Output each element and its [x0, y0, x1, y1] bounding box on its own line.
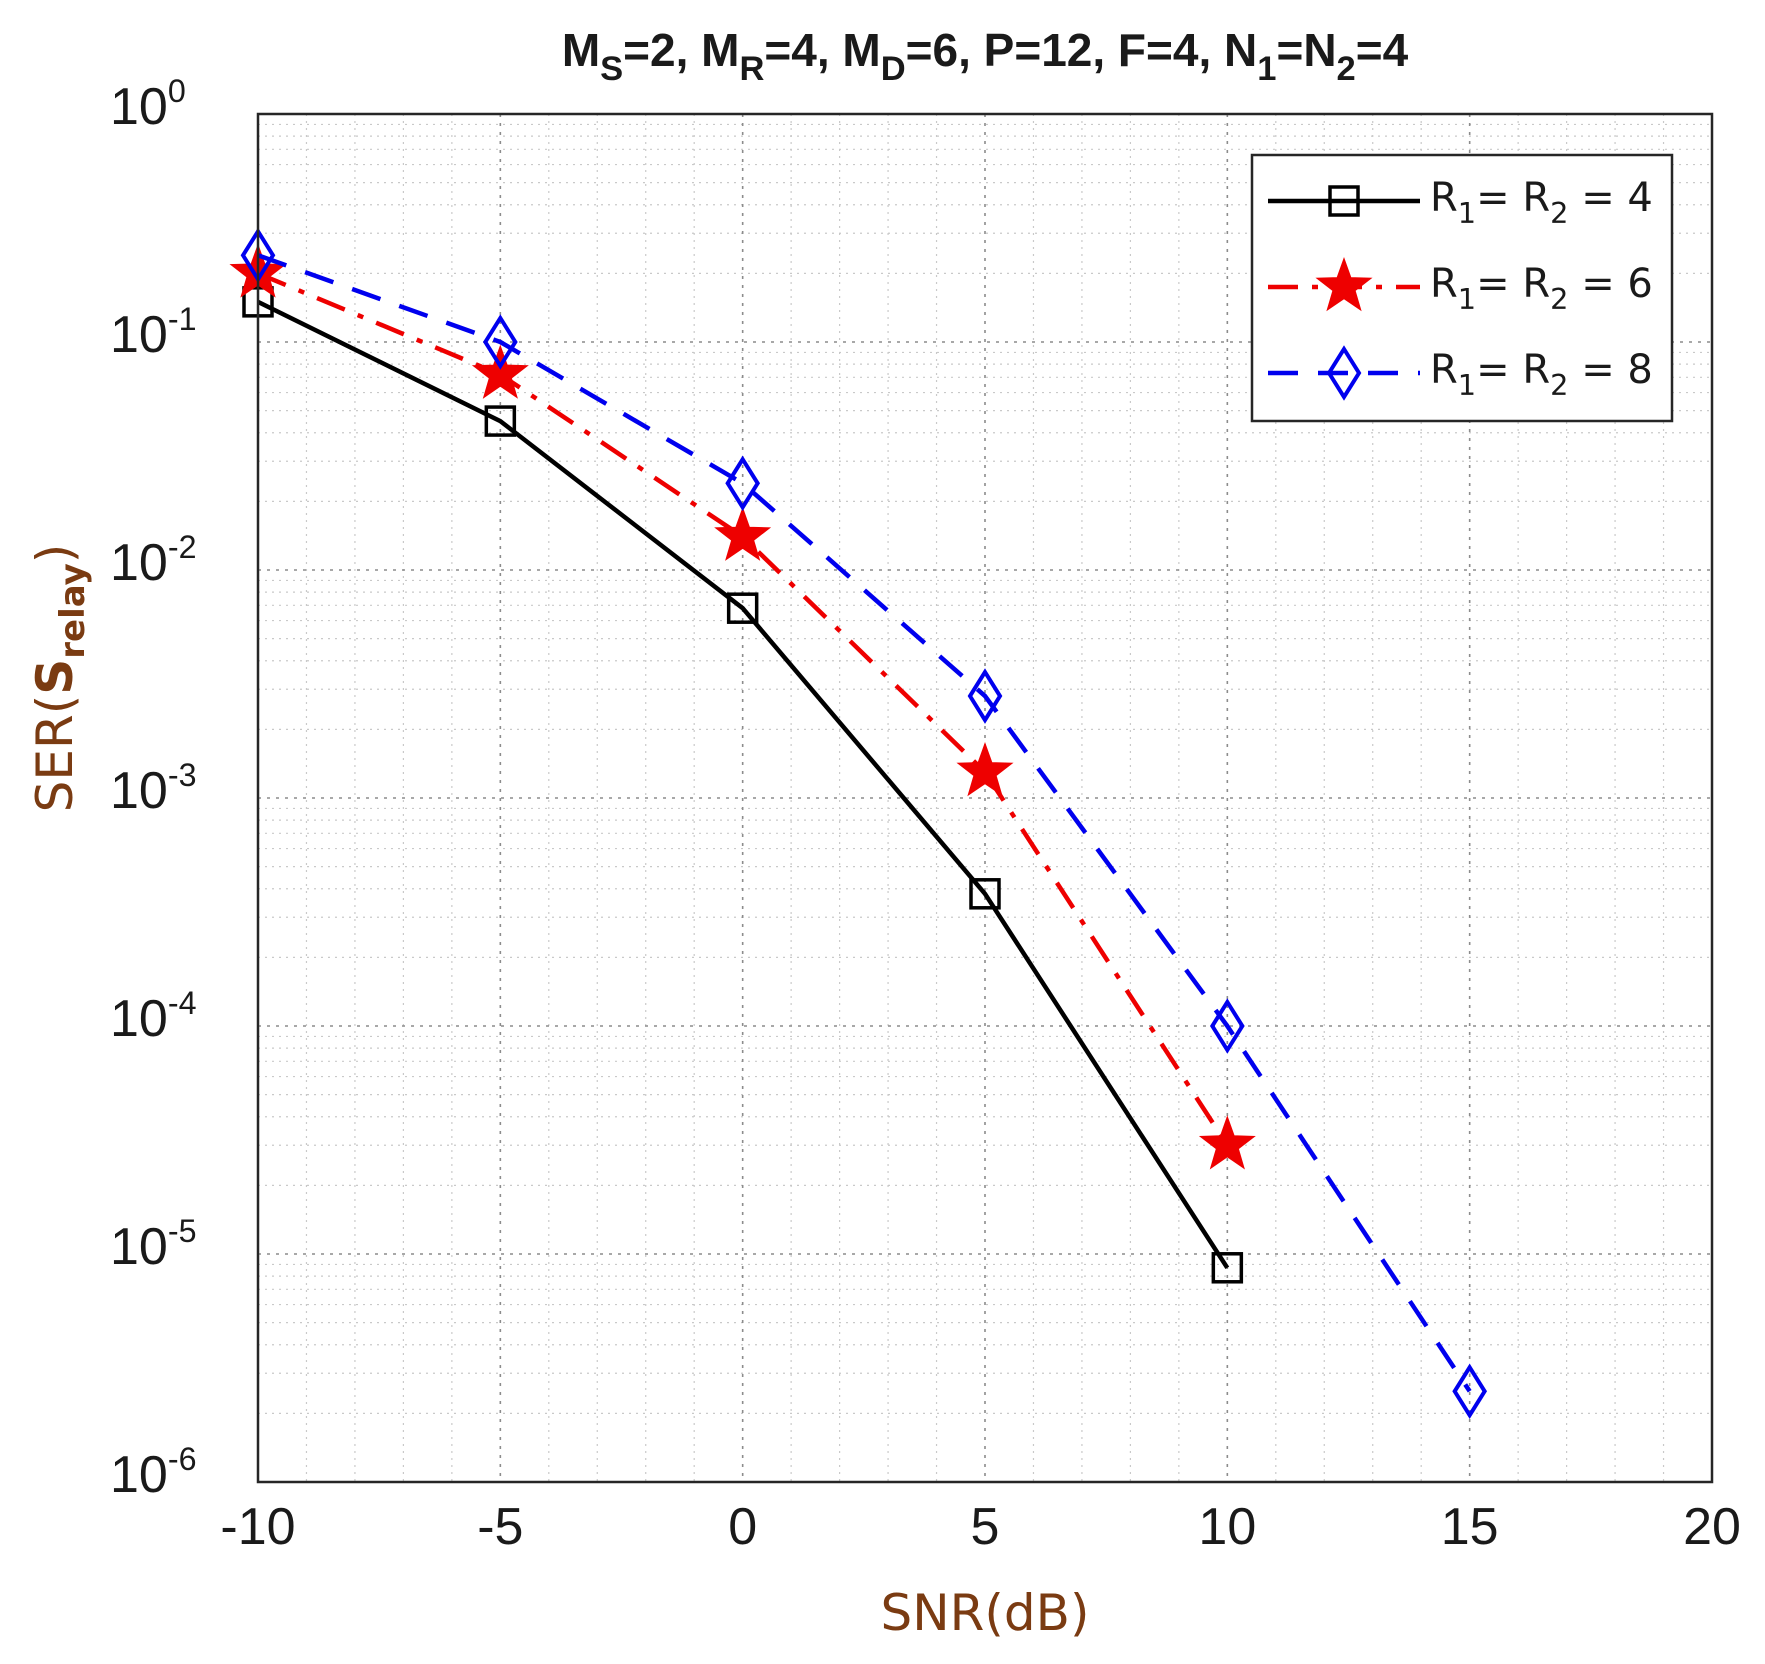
- y-axis-label: SER(Srelay): [26, 544, 93, 813]
- text-part: ): [26, 544, 84, 564]
- series-3-point-6: [1452, 1363, 1488, 1420]
- series-1-point-3: [726, 592, 759, 624]
- text-part: relay: [53, 563, 93, 659]
- series-3-point-5: [1209, 998, 1245, 1054]
- text-part: = R: [1476, 175, 1550, 221]
- legend-label: R1= R2 = 4: [1430, 175, 1653, 230]
- legend-marker-sample: [1315, 257, 1373, 312]
- x-tick-label: -10: [220, 1498, 295, 1556]
- text-part: 2: [1550, 196, 1568, 230]
- chart-title-layer: MS=2, MR=4, MD=6, P=12, F=4, N1=N2=4: [562, 24, 1409, 88]
- series-layer: [229, 227, 1488, 1420]
- text-part: =4, M: [764, 24, 880, 76]
- legend-entry-2: R1= R2 = 6: [1268, 257, 1653, 316]
- tick-exponent: -6: [168, 1441, 197, 1477]
- legend-entry-3: R1= R2 = 8: [1268, 345, 1653, 402]
- tick-base: 10: [110, 78, 168, 136]
- y-tick-label: 100: [110, 73, 186, 136]
- text-part: D: [881, 50, 906, 88]
- text-part: R: [1430, 347, 1458, 393]
- legend-entry-1: R1= R2 = 4: [1268, 175, 1653, 230]
- text-part: = 6: [1568, 261, 1652, 307]
- text-part: S: [26, 659, 84, 695]
- series-1-point-4: [969, 878, 1001, 910]
- y-tick-label: 10-2: [110, 529, 197, 592]
- legend-label: R1= R2 = 8: [1430, 347, 1653, 402]
- y-tick-label: 10-3: [110, 757, 197, 820]
- y-tick-label: 10-5: [110, 1213, 197, 1276]
- tick-base: 10: [110, 762, 168, 820]
- series-1: [242, 286, 1244, 1284]
- tick-exponent: -4: [168, 985, 197, 1021]
- legend-label: R1= R2 = 6: [1430, 261, 1653, 316]
- series-1-point-5: [1211, 1252, 1244, 1284]
- text-part: = 8: [1568, 347, 1652, 393]
- text-part: R: [1430, 175, 1458, 221]
- legend-marker-sample: [1328, 185, 1360, 217]
- tick-exponent: 0: [168, 73, 186, 109]
- text-part: =2, M: [623, 24, 739, 76]
- text-part: 2: [1550, 282, 1568, 316]
- legend-marker-sample: [1326, 345, 1362, 401]
- tick-exponent: -1: [168, 301, 197, 337]
- y-tick-label: 10-4: [110, 985, 197, 1048]
- axis-label-layer: SNR(dB) SER(Srelay): [26, 544, 1089, 1642]
- series-3-point-2: [482, 314, 518, 370]
- text-part: =4: [1356, 24, 1409, 76]
- text-part: 1: [1458, 368, 1476, 402]
- series-2-point-4: [956, 742, 1014, 797]
- tick-exponent: -5: [168, 1213, 197, 1249]
- text-part: =6, P=12, F=4, N: [906, 24, 1258, 76]
- tick-base: 10: [110, 990, 168, 1048]
- chart-title: MS=2, MR=4, MD=6, P=12, F=4, N1=N2=4: [562, 24, 1409, 88]
- tick-base: 10: [110, 306, 168, 364]
- text-part: = R: [1476, 347, 1550, 393]
- y-tick-label: 10-6: [110, 1441, 197, 1504]
- series-3-point-3: [725, 455, 761, 512]
- text-part: 1: [1458, 196, 1476, 230]
- plot-frame: [256, 112, 1714, 1484]
- text-part: 2: [1337, 50, 1356, 88]
- series-2-line: [257, 271, 1230, 1147]
- x-tick-label: 0: [728, 1498, 757, 1556]
- series-1-point-2: [484, 405, 517, 437]
- text-part: R: [739, 50, 764, 88]
- x-tick-label: -5: [477, 1498, 523, 1556]
- tick-base: 10: [110, 534, 168, 592]
- x-tick-label: 20: [1683, 1498, 1741, 1556]
- series-3-point-4: [967, 668, 1003, 724]
- text-part: 1: [1257, 50, 1276, 88]
- text-part: M: [562, 24, 600, 76]
- x-tick-label: 15: [1441, 1498, 1499, 1556]
- series-2-point-5: [1198, 1115, 1256, 1170]
- text-part: S: [600, 50, 623, 88]
- tick-exponent: -2: [168, 529, 197, 565]
- x-tick-label: 10: [1198, 1498, 1256, 1556]
- legend: R1= R2 = 4R1= R2 = 6R1= R2 = 8: [1250, 153, 1674, 423]
- text-part: 2: [1550, 368, 1568, 402]
- tick-base: 10: [110, 1446, 168, 1504]
- text-part: (: [26, 695, 84, 715]
- series-3-line: [257, 253, 1472, 1393]
- tick-base: 10: [110, 1218, 168, 1276]
- tick-exponent: -3: [168, 757, 197, 793]
- series-1-line: [257, 299, 1230, 1270]
- plot-frame-layer: [256, 112, 1714, 1484]
- text-part: R: [1430, 261, 1458, 307]
- text-part: = R: [1476, 261, 1550, 307]
- y-tick-label: 10-1: [110, 301, 197, 364]
- x-axis-label: SNR(dB): [881, 1584, 1090, 1642]
- text-part: = 4: [1568, 175, 1652, 221]
- series-2-point-3: [714, 506, 772, 561]
- text-part: SER: [26, 714, 84, 812]
- text-part: 1: [1458, 282, 1476, 316]
- series-2-point-2: [471, 344, 529, 399]
- text-part: =N: [1276, 24, 1336, 76]
- x-tick-label: 5: [971, 1498, 1000, 1556]
